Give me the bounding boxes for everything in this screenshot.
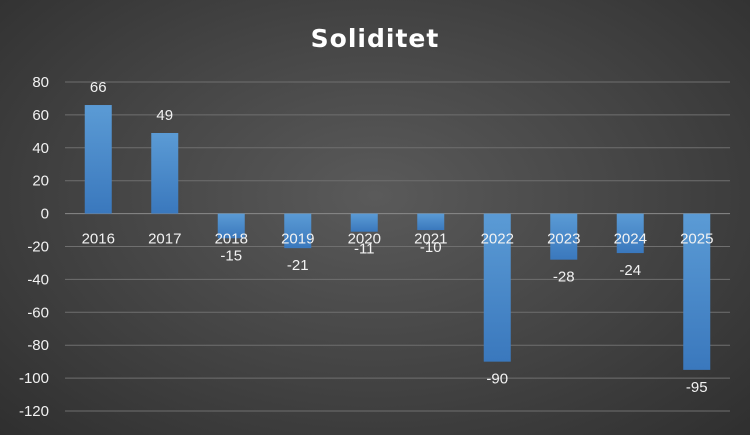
bar-2024 (616, 213, 644, 254)
y-tick-label: 0 (41, 206, 49, 223)
x-tick-label: 2024 (614, 231, 647, 248)
x-tick-label: 2018 (215, 231, 248, 248)
y-axis-ticks: 80 60 40 20 0 -20 -40 -60 -80 -100 -120 (19, 74, 49, 420)
chart-title: Soliditet (311, 24, 440, 53)
y-tick-label: -100 (19, 370, 49, 387)
y-tick-label: 40 (32, 140, 49, 157)
y-tick-label: -80 (27, 337, 49, 354)
data-label: -90 (486, 371, 508, 388)
x-tick-label: 2016 (82, 231, 115, 248)
bar-2016 (84, 105, 112, 214)
data-label: -15 (220, 247, 242, 264)
bar-2020 (350, 213, 378, 232)
bar-2023 (550, 213, 578, 260)
y-tick-label: -20 (27, 239, 49, 256)
x-tick-label: 2025 (680, 231, 713, 248)
data-label: 66 (90, 79, 107, 96)
y-tick-label: -40 (27, 271, 49, 288)
y-tick-label: 80 (32, 74, 49, 91)
x-tick-label: 2021 (414, 231, 447, 248)
x-axis-labels: 2016 2017 2018 2019 2020 2021 2022 2023 2024 2025 (82, 231, 714, 248)
data-labels: 66 49 -15 -21 -11 -10 -90 -28 -24 -95 (90, 79, 708, 396)
data-label: -28 (553, 269, 575, 286)
x-tick-label: 2019 (281, 231, 314, 248)
y-tick-label: 20 (32, 173, 49, 190)
y-tick-label: 60 (32, 107, 49, 124)
data-label: 49 (156, 107, 173, 124)
bar-2021 (417, 213, 445, 231)
x-tick-label: 2022 (481, 231, 514, 248)
data-label: -10 (420, 239, 442, 256)
bar-2018 (217, 213, 245, 239)
bar-2019 (284, 213, 312, 249)
data-label: -21 (287, 257, 309, 274)
y-tick-label: -120 (19, 403, 49, 420)
y-tick-label: -60 (27, 304, 49, 321)
data-label: -11 (354, 241, 375, 258)
x-tick-label: 2023 (547, 231, 580, 248)
x-tick-label: 2020 (348, 231, 381, 248)
bar-2025 (683, 213, 711, 370)
bars (84, 105, 711, 370)
x-tick-label: 2017 (148, 231, 181, 248)
bar-2022 (483, 213, 511, 362)
data-label: -24 (619, 262, 641, 279)
data-label: -95 (686, 379, 708, 396)
bar-2017 (151, 132, 179, 214)
